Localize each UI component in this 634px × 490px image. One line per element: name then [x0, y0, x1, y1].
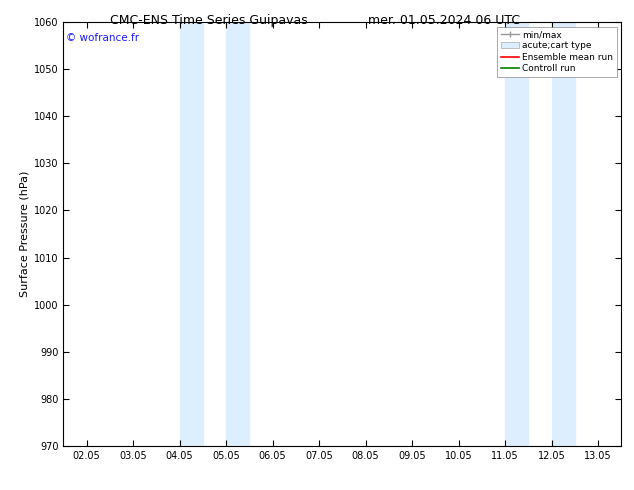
Bar — [226, 22, 249, 446]
Text: © wofrance.fr: © wofrance.fr — [66, 33, 139, 43]
Text: CMC-ENS Time Series Guipavas: CMC-ENS Time Series Guipavas — [110, 14, 308, 27]
Bar — [505, 22, 528, 446]
Bar — [179, 22, 203, 446]
Y-axis label: Surface Pressure (hPa): Surface Pressure (hPa) — [20, 171, 30, 297]
Text: mer. 01.05.2024 06 UTC: mer. 01.05.2024 06 UTC — [368, 14, 520, 27]
Bar — [552, 22, 575, 446]
Legend: min/max, acute;cart type, Ensemble mean run, Controll run: min/max, acute;cart type, Ensemble mean … — [497, 26, 617, 76]
